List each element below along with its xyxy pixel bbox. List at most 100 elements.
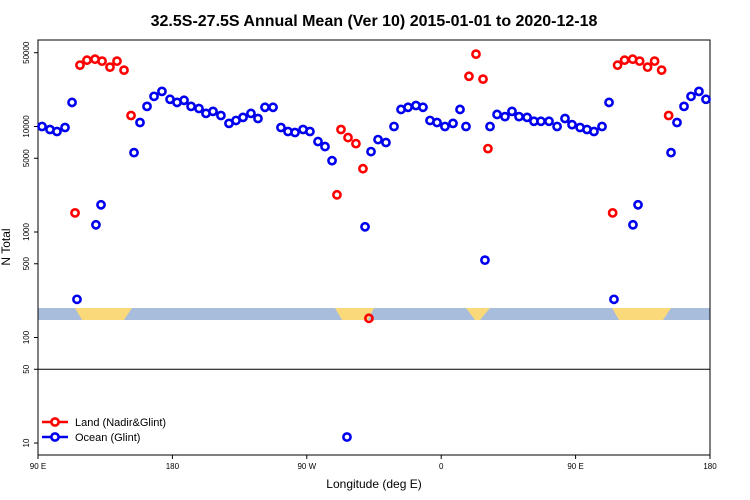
x-tick-label: 90 E bbox=[567, 462, 583, 471]
point bbox=[75, 60, 85, 71]
legend-label: Land (Nadir&Glint) bbox=[75, 417, 166, 429]
point bbox=[157, 86, 167, 97]
point bbox=[619, 55, 630, 66]
y-tick-label: 1000 bbox=[22, 223, 31, 241]
point bbox=[612, 60, 623, 71]
point bbox=[679, 101, 689, 112]
point bbox=[483, 143, 493, 154]
point bbox=[343, 132, 353, 143]
point bbox=[67, 97, 77, 108]
point bbox=[464, 71, 474, 82]
point bbox=[351, 138, 361, 149]
x-tick-label: 0 bbox=[439, 462, 444, 471]
plot-frame bbox=[37, 39, 711, 456]
point bbox=[480, 255, 490, 266]
point bbox=[142, 101, 152, 112]
point bbox=[597, 121, 607, 132]
point bbox=[560, 113, 570, 124]
point bbox=[276, 122, 286, 133]
point bbox=[567, 119, 577, 130]
point bbox=[208, 106, 218, 117]
ocean-strip bbox=[38, 308, 710, 320]
x-tick-label: 90 E bbox=[30, 462, 46, 471]
y-tick-label: 10 bbox=[22, 438, 31, 447]
point bbox=[418, 102, 428, 113]
point bbox=[290, 127, 300, 138]
x-axis-title: Longitude (deg E) bbox=[326, 477, 421, 491]
legend-marker bbox=[50, 432, 60, 442]
y-tick-label: 50000 bbox=[22, 41, 31, 64]
point bbox=[686, 91, 696, 102]
point bbox=[327, 155, 337, 166]
point bbox=[642, 62, 653, 73]
point bbox=[366, 146, 376, 157]
chart-title: 32.5S-27.5S Annual Mean (Ver 10) 2015-01… bbox=[151, 13, 598, 30]
point bbox=[112, 56, 122, 67]
point bbox=[332, 189, 342, 200]
point bbox=[448, 118, 458, 129]
point bbox=[320, 141, 330, 152]
point bbox=[381, 137, 391, 148]
point bbox=[246, 108, 256, 119]
x-tick-label: 180 bbox=[703, 462, 717, 471]
land-strip bbox=[466, 308, 490, 320]
point bbox=[663, 110, 674, 121]
point bbox=[360, 221, 370, 232]
point bbox=[268, 102, 278, 113]
point bbox=[37, 121, 47, 132]
point bbox=[82, 55, 92, 66]
point bbox=[253, 113, 263, 124]
point bbox=[609, 294, 619, 305]
point bbox=[313, 136, 323, 147]
x-tick-label: 180 bbox=[166, 462, 180, 471]
land-ocean-strip bbox=[38, 308, 710, 320]
y-tick-label: 100 bbox=[22, 330, 31, 344]
point bbox=[485, 121, 495, 132]
point bbox=[91, 219, 101, 230]
point bbox=[522, 112, 532, 123]
point bbox=[126, 110, 136, 121]
point bbox=[536, 116, 546, 127]
point bbox=[607, 207, 618, 218]
y-tick-label: 500 bbox=[22, 257, 31, 271]
point bbox=[149, 91, 159, 102]
point bbox=[373, 134, 383, 145]
point bbox=[389, 121, 399, 132]
point bbox=[342, 432, 352, 442]
point bbox=[364, 313, 374, 324]
land-strip bbox=[75, 308, 132, 320]
point bbox=[432, 117, 442, 128]
point bbox=[461, 121, 471, 132]
point bbox=[72, 294, 82, 305]
point bbox=[471, 49, 481, 60]
point bbox=[96, 199, 106, 210]
point bbox=[507, 106, 517, 117]
point bbox=[97, 56, 107, 67]
point bbox=[305, 126, 315, 137]
point bbox=[604, 97, 614, 108]
point bbox=[478, 74, 488, 85]
point bbox=[649, 56, 660, 67]
x-tick-label: 90 W bbox=[297, 462, 316, 471]
point bbox=[358, 163, 368, 174]
legend-label: Ocean (Glint) bbox=[75, 432, 140, 444]
y-axis-title: N Total bbox=[0, 228, 13, 265]
point bbox=[60, 122, 70, 133]
point bbox=[135, 117, 145, 128]
point bbox=[336, 124, 346, 135]
point bbox=[694, 86, 704, 97]
y-tick-label: 10000 bbox=[22, 115, 31, 138]
point bbox=[455, 104, 465, 115]
point bbox=[52, 126, 62, 137]
point bbox=[672, 117, 682, 128]
point bbox=[260, 102, 270, 113]
point bbox=[552, 121, 562, 132]
point bbox=[403, 102, 413, 113]
point bbox=[179, 95, 189, 106]
point bbox=[105, 62, 115, 73]
land-strip bbox=[612, 308, 671, 320]
point bbox=[238, 112, 248, 123]
point bbox=[634, 56, 645, 67]
